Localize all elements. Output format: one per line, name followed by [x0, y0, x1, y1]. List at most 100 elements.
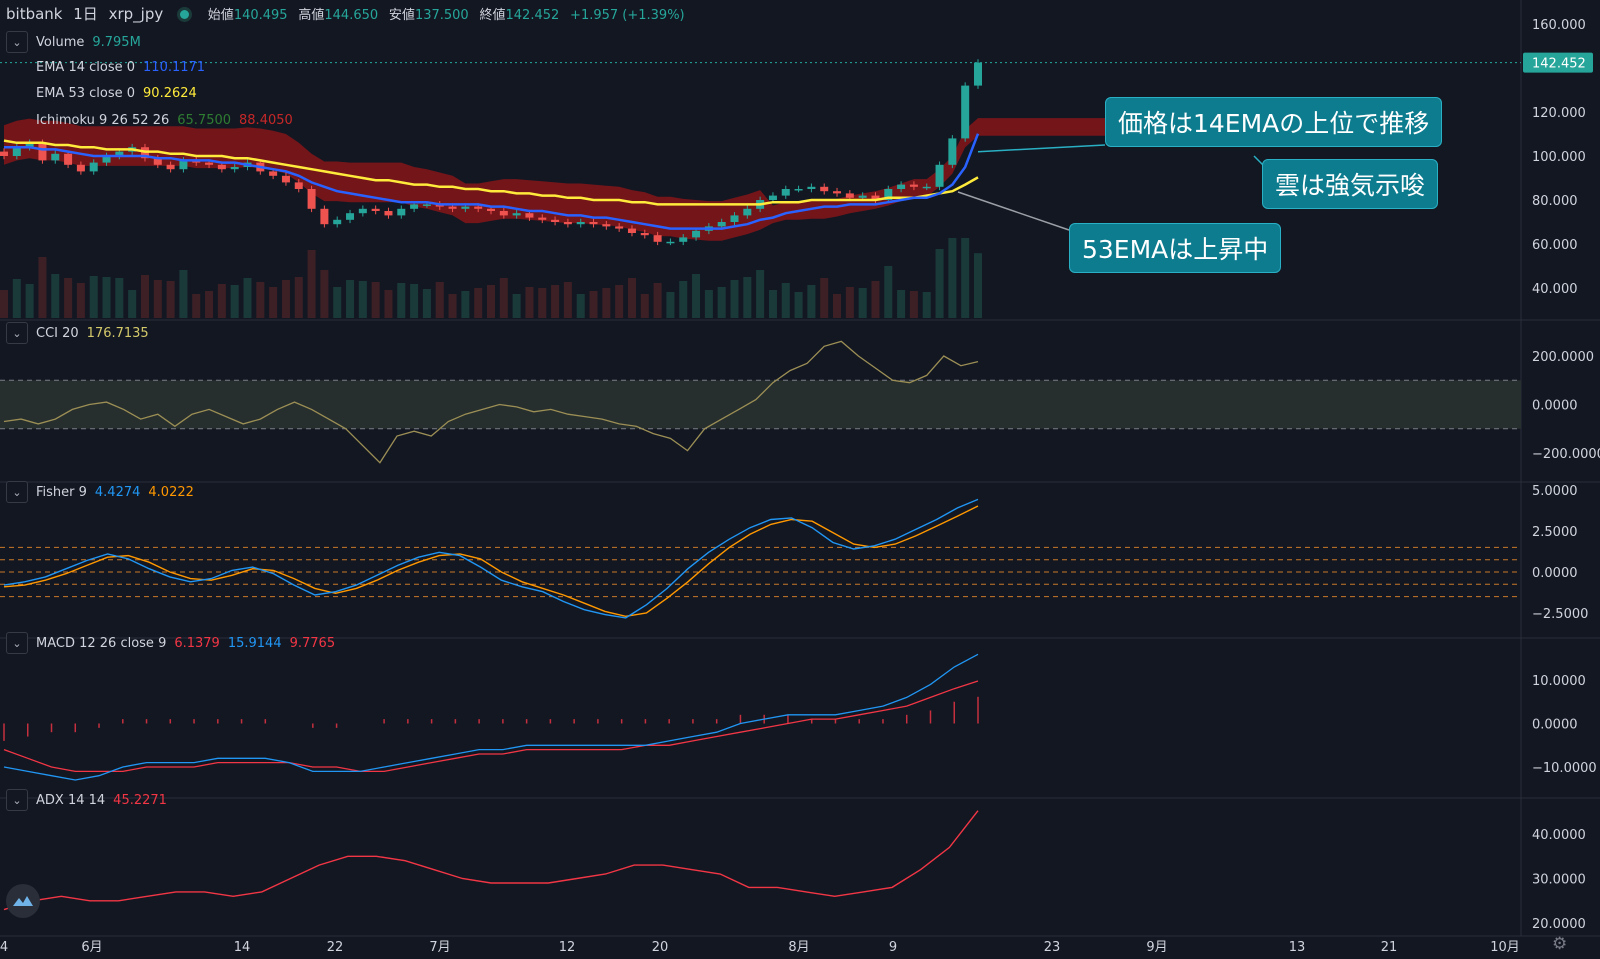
legend-cci[interactable]: ⌄ CCI 20 176.7135: [6, 322, 149, 344]
time-tick-label: 9: [889, 940, 897, 955]
legend-volume[interactable]: ⌄ Volume 9.795M: [6, 31, 141, 53]
volume-bar: [922, 292, 931, 318]
low-value: 137.500: [414, 8, 469, 23]
chevron-down-icon[interactable]: ⌄: [6, 481, 28, 503]
legend-adx-name: ADX 14 14: [36, 792, 106, 808]
volume-bar: [307, 250, 316, 318]
axis-labels: 160.000 120.000 100.000 80.000 60.000 40.000 1…: [0, 18, 1600, 955]
candle-body: [179, 160, 188, 170]
legend-ichimoku[interactable]: Ichimoku 9 26 52 26 65.7500 88.4050: [36, 113, 293, 128]
cci-tick-label: −200.0000: [1532, 447, 1600, 462]
volume-bar: [704, 290, 713, 318]
volume-bar: [768, 290, 777, 318]
price-tick-label: 120.000: [1532, 106, 1586, 121]
last-price-tag: [1523, 52, 1593, 73]
cci-tick-label: 0.0000: [1532, 399, 1578, 414]
candle-body: [820, 186, 829, 192]
legend-fisher-value2: 4.0222: [148, 484, 194, 500]
time-tick-label: 10月: [1490, 940, 1520, 955]
legend-ema53[interactable]: EMA 53 close 0 90.2624: [36, 86, 197, 101]
volume-bar: [397, 283, 406, 318]
change-value: +1.957 (+1.39%): [570, 8, 685, 23]
candle-body: [871, 195, 880, 200]
settings-gear-icon[interactable]: ⚙: [1552, 934, 1568, 954]
candle-body: [51, 153, 60, 161]
exchange-name[interactable]: bitbank: [6, 5, 63, 23]
volume-bar: [602, 288, 611, 318]
candle-body: [410, 204, 419, 209]
legend-ichimoku-value1: 65.7500: [177, 113, 232, 128]
volume-bar: [551, 285, 560, 318]
volume-bar: [756, 270, 765, 318]
time-tick-label: 7月: [429, 940, 450, 955]
legend-macd-value1: 6.1379: [174, 635, 220, 651]
volume-bar: [692, 274, 701, 318]
candle-body: [320, 208, 329, 225]
volume-bar: [820, 278, 829, 318]
price-tick-label: 100.000: [1532, 150, 1586, 165]
time-tick-label: 23: [1044, 940, 1061, 955]
volume-bar: [269, 287, 278, 318]
chevron-down-icon[interactable]: ⌄: [6, 789, 28, 811]
candle-body: [474, 206, 483, 209]
candle-body: [653, 235, 662, 242]
legend-fisher[interactable]: ⌄ Fisher 9 4.4274 4.0222: [6, 481, 194, 503]
chevron-down-icon[interactable]: ⌄: [6, 632, 28, 654]
open-value: 140.495: [233, 8, 288, 23]
candle-body: [525, 213, 534, 218]
candle-body: [230, 167, 239, 170]
fisher-tick-label: 5.0000: [1532, 484, 1578, 499]
cci-tick-label: 200.0000: [1532, 350, 1594, 365]
candle-body: [858, 195, 867, 198]
symbol[interactable]: xrp_jpy: [108, 5, 164, 23]
legend-ema53-name: EMA 53 close 0: [36, 86, 136, 101]
candle-body: [909, 184, 918, 187]
candle-body: [294, 182, 303, 189]
candle-body: [153, 158, 162, 165]
legend-ema14-name: EMA 14 close 0: [36, 60, 136, 75]
candle-body: [627, 228, 636, 233]
volume-bar: [948, 238, 957, 318]
candle-body: [807, 186, 816, 189]
callout-cloud: 雲は強気示唆: [1262, 159, 1439, 209]
macd-tick-label: 10.0000: [1532, 674, 1586, 689]
fisher-tick-label: −2.5000: [1532, 607, 1588, 622]
candle-body: [166, 164, 175, 170]
interval[interactable]: 1日: [73, 5, 98, 23]
last-price-label: 142.452: [1532, 57, 1586, 72]
chevron-down-icon[interactable]: ⌄: [6, 322, 28, 344]
ema14-line: [4, 133, 980, 230]
volume-bar: [974, 253, 982, 318]
chevron-down-icon[interactable]: ⌄: [6, 31, 28, 53]
legend-cci-value: 176.7135: [86, 325, 149, 341]
volume-bar: [448, 294, 457, 318]
price-tick-label: 80.000: [1532, 194, 1578, 209]
time-tick-label: 4: [0, 940, 8, 955]
candle-body: [640, 233, 649, 236]
open-label: 始値: [207, 8, 234, 23]
legend-adx-value: 45.2271: [113, 792, 167, 808]
legend-adx[interactable]: ⌄ ADX 14 14 45.2271: [6, 789, 167, 811]
volume-bar: [230, 285, 239, 318]
candle-body: [384, 211, 393, 216]
legend-ema53-value: 90.2624: [143, 86, 197, 101]
volume-bar: [884, 266, 893, 318]
ema53-line: [3, 139, 979, 206]
volume-bar: [205, 291, 214, 318]
fisher-line: [3, 498, 979, 619]
candle-body: [205, 162, 214, 165]
tradingview-logo-icon[interactable]: [6, 884, 40, 918]
legend-macd-value2: 15.9144: [227, 635, 282, 651]
volume-bar: [563, 282, 572, 318]
callout-pointer-ema14: [977, 144, 1106, 153]
cci-line: [3, 340, 979, 464]
legend-ema14[interactable]: EMA 14 close 0 110.1171: [36, 60, 205, 75]
candle-body: [397, 208, 406, 216]
volume-bar: [153, 280, 162, 318]
candle-body: [371, 208, 380, 211]
macd-line: [3, 653, 979, 781]
time-tick-label: 6月: [81, 940, 102, 955]
legend-macd[interactable]: ⌄ MACD 12 26 close 9 6.1379 15.9144 9.77…: [6, 632, 335, 654]
